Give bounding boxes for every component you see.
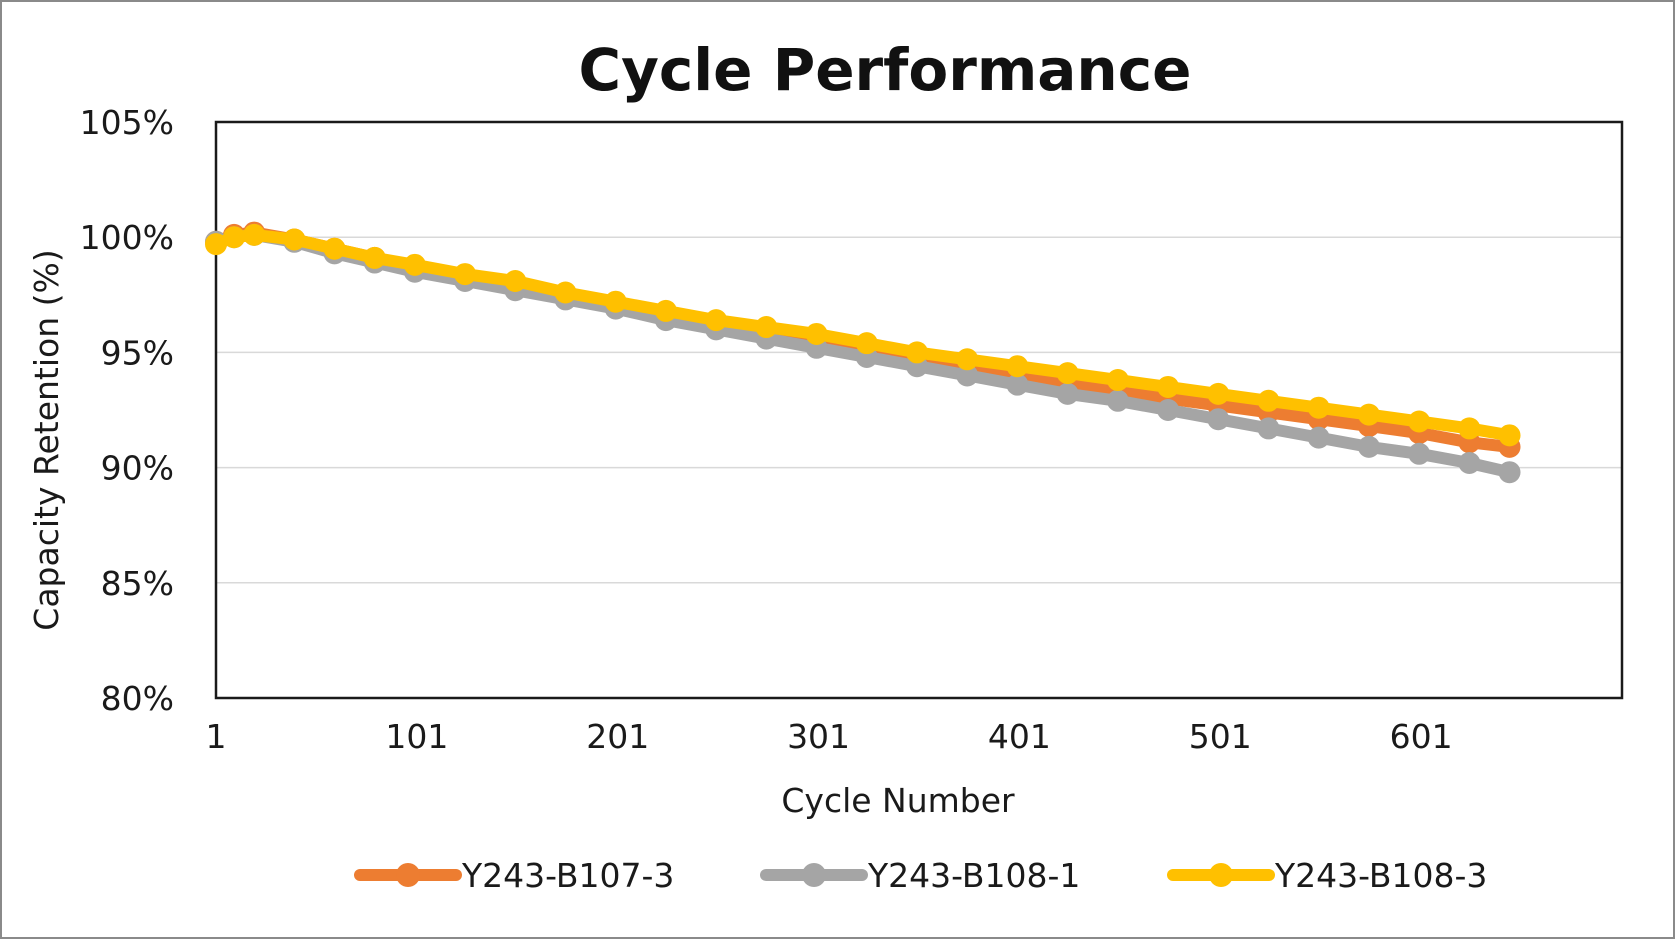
legend-entry: Y243-B107-3	[354, 856, 674, 895]
data-point	[654, 299, 677, 322]
data-point	[1257, 389, 1280, 412]
y-axis-title: Capacity Retention (%)	[27, 249, 66, 630]
data-point	[205, 233, 227, 256]
data-point	[1006, 373, 1029, 396]
data-point	[1307, 426, 1330, 449]
series-layer	[205, 221, 1521, 484]
legend-swatch-marker	[396, 863, 420, 887]
legend-label: Y243-B108-3	[1274, 856, 1487, 895]
y-tick-label: 105%	[80, 103, 174, 142]
gridlines	[216, 236, 1622, 584]
x-axis-ticks: 1 101 201 301 401 501 601	[206, 717, 1453, 756]
x-tick-label: 601	[1390, 717, 1453, 756]
x-tick-label: 201	[586, 717, 649, 756]
data-point	[363, 246, 386, 269]
data-point	[956, 348, 979, 371]
data-point	[283, 228, 306, 251]
x-axis-title: Cycle Number	[781, 781, 1015, 820]
y-tick-label: 85%	[101, 564, 174, 603]
data-point	[1498, 461, 1521, 484]
data-point	[1006, 355, 1029, 378]
y-tick-label: 95%	[101, 333, 174, 372]
y-axis-ticks: 80% 85% 90% 95% 100% 105%	[80, 103, 174, 718]
data-point	[1408, 442, 1431, 465]
legend-entry: Y243-B108-1	[760, 856, 1080, 895]
chart-title: Cycle Performance	[579, 36, 1192, 104]
data-point	[1106, 369, 1129, 392]
data-point	[1056, 362, 1079, 385]
data-point	[1157, 399, 1180, 421]
series-y243-b108-3	[205, 223, 1521, 447]
data-point	[403, 253, 426, 276]
data-point	[1307, 396, 1330, 419]
data-point	[905, 341, 928, 364]
data-point	[604, 290, 627, 313]
data-point	[223, 226, 246, 249]
data-point	[855, 332, 878, 355]
data-point	[1257, 417, 1280, 440]
data-point	[1408, 410, 1431, 433]
data-point	[1106, 389, 1129, 412]
data-point	[956, 364, 979, 387]
y-tick-label: 90%	[101, 449, 174, 488]
data-point	[1498, 424, 1521, 447]
x-tick-label: 101	[385, 717, 448, 756]
legend-swatch-marker	[802, 863, 826, 887]
data-point	[1357, 403, 1380, 426]
data-point	[243, 223, 266, 246]
data-point	[755, 316, 778, 339]
data-point	[805, 322, 828, 345]
legend: Y243-B107-3 Y243-B108-1 Y243-B108-3	[354, 856, 1487, 895]
data-point	[504, 269, 527, 292]
x-tick-label: 1	[206, 717, 227, 756]
x-tick-label: 501	[1189, 717, 1252, 756]
data-point	[1157, 375, 1180, 398]
data-point	[705, 309, 728, 332]
data-point	[1458, 417, 1481, 440]
x-tick-label: 301	[787, 717, 850, 756]
legend-swatch-marker	[1209, 863, 1233, 887]
legend-label: Y243-B108-1	[867, 856, 1080, 895]
data-point	[1056, 382, 1079, 405]
data-point	[454, 263, 477, 286]
legend-entry: Y243-B108-3	[1167, 856, 1487, 895]
y-tick-label: 100%	[80, 218, 174, 257]
data-point	[1357, 435, 1380, 458]
data-point	[554, 281, 577, 304]
y-tick-label: 80%	[101, 679, 174, 718]
legend-label: Y243-B107-3	[461, 856, 674, 895]
data-point	[1458, 451, 1481, 474]
x-tick-label: 401	[988, 717, 1051, 756]
data-point	[323, 237, 346, 260]
data-point	[1207, 382, 1230, 405]
plot-area-border	[214, 120, 1624, 700]
data-point	[1207, 408, 1230, 431]
